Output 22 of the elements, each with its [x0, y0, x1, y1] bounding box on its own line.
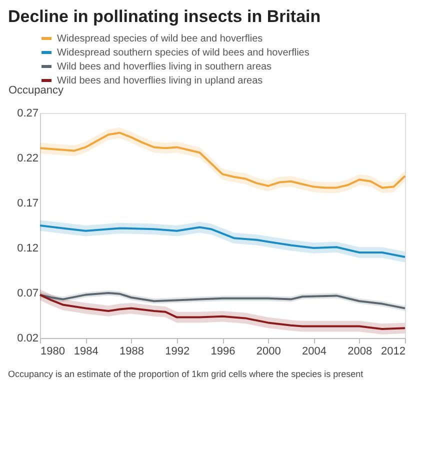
x-tick-label: 2000 — [256, 346, 281, 358]
x-tick-label: 2004 — [302, 346, 326, 358]
chart-title: Decline in pollinating insects in Britain — [8, 7, 321, 26]
text: Occupancy is an estimate of the proportion of 1km grid cells where the species is present — [8, 369, 364, 379]
x-tick-label: 1988 — [120, 346, 144, 358]
x-tick-label: 1992 — [165, 346, 190, 358]
x-tick-label: 1996 — [210, 346, 236, 358]
legend-label: Widespread southern species of wild bees and hoverflies — [57, 48, 310, 58]
y-tick-label: 0.12 — [17, 242, 38, 254]
legend-label: Wild bees and hoverflies living in southern areas — [57, 62, 272, 72]
y-tick-label: 0.22 — [17, 152, 38, 164]
y-axis-title: Occupancy — [8, 84, 64, 96]
x-tick-label: 1980 — [40, 346, 65, 358]
y-tick-label: 0.17 — [17, 198, 38, 210]
x-tick-label: 2012 — [381, 346, 406, 358]
y-tick-label: 0.02 — [17, 332, 38, 344]
legend-label: Wild bees and hoverflies living in upland areas — [57, 76, 263, 86]
y-tick-label: 0.07 — [17, 288, 38, 300]
x-tick-label: 2008 — [348, 346, 372, 358]
x-tick-label: 1984 — [74, 346, 98, 358]
legend-label: Widespread species of wild bee and hoverflies — [57, 34, 263, 44]
y-tick-label: 0.27 — [17, 108, 38, 120]
